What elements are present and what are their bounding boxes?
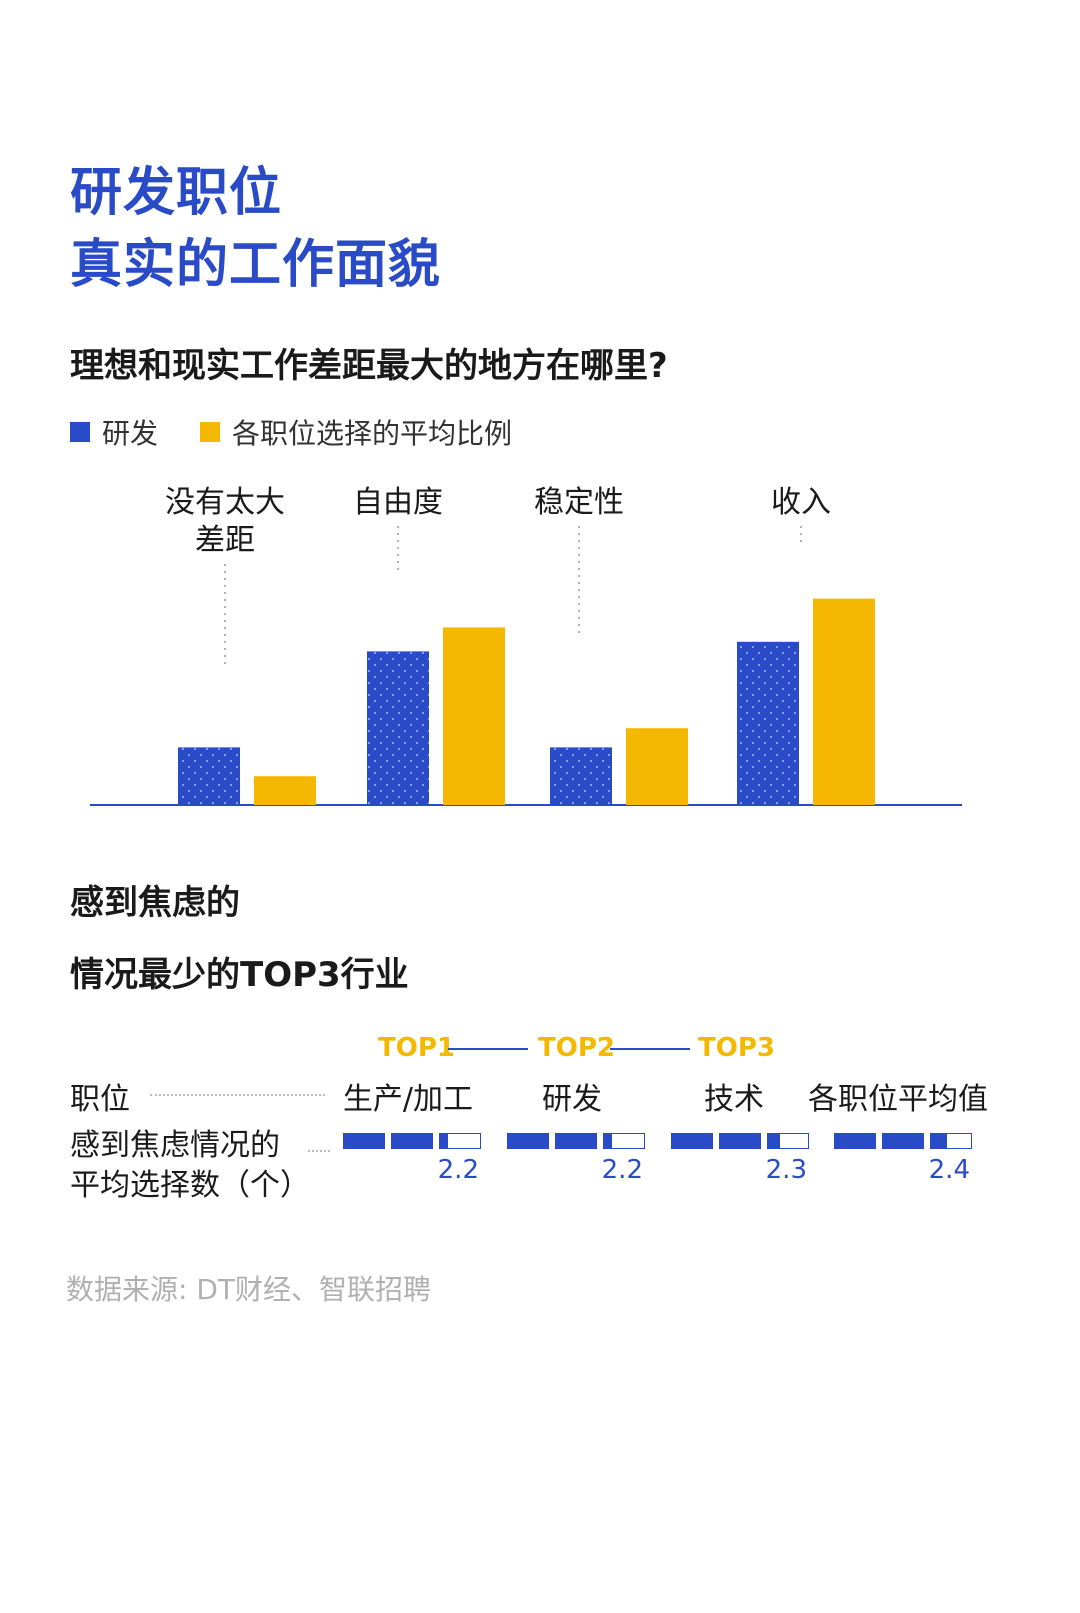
bar-average-0 (254, 776, 316, 805)
row2-leader-dots (308, 1150, 330, 1152)
value-block-fill (835, 1134, 875, 1148)
top1-label: TOP1 (378, 1033, 455, 1063)
value-block (603, 1133, 645, 1149)
value-block-fill (604, 1134, 612, 1148)
value-block-fill (344, 1134, 384, 1148)
value-block (391, 1133, 433, 1149)
legend-item-average: 各职位选择的平均比例 (200, 412, 512, 452)
category-label-0: 没有太大差距 (165, 485, 285, 558)
top-connector-2 (610, 1048, 690, 1050)
data-source: 数据来源: DT财经、智联招聘 (66, 1273, 431, 1306)
category-label-3: 收入 (771, 485, 831, 520)
value-block-fill (556, 1134, 596, 1148)
value-blocks (343, 1133, 483, 1149)
col-head-rd: 研发 (542, 1082, 602, 1117)
value-block-fill (768, 1134, 780, 1148)
value-rd: 2.2 (601, 1155, 643, 1185)
value-production: 2.2 (437, 1155, 479, 1185)
value-block (555, 1133, 597, 1149)
top2-label: TOP2 (538, 1033, 615, 1063)
bar-rd-3 (737, 641, 799, 805)
chart-title: 理想和现实工作差距最大的地方在哪里? (70, 346, 668, 386)
value-block (882, 1133, 924, 1149)
value-blocks (671, 1133, 811, 1149)
row-label-anxiety-line2: 平均选择数（个） (70, 1168, 310, 1203)
category-label-2: 稳定性 (534, 485, 624, 520)
legend-label-rd: 研发 (102, 417, 159, 450)
legend-label-average: 各职位选择的平均比例 (232, 417, 513, 450)
section-title-line2: 情况最少的TOP3行业 (70, 955, 409, 995)
legend-swatch-blue (70, 422, 90, 442)
cell-rd: 2.2 (507, 1133, 647, 1185)
page-title-line1: 研发职位 (70, 163, 283, 223)
page-title-line2: 真实的工作面貌 (70, 235, 442, 295)
legend-swatch-yellow (200, 422, 221, 442)
bar-average-2 (626, 728, 688, 805)
chart-legend: 研发 各职位选择的平均比例 (70, 412, 554, 452)
cell-average: 2.4 (834, 1133, 974, 1185)
value-block-fill (931, 1134, 947, 1148)
value-block (930, 1133, 972, 1149)
top-connector-1 (448, 1048, 528, 1050)
value-block-fill (720, 1134, 760, 1148)
bar-average-1 (443, 627, 505, 805)
value-block (767, 1133, 809, 1149)
cell-production: 2.2 (343, 1133, 483, 1185)
cell-tech: 2.3 (671, 1133, 811, 1185)
bar-chart: 没有太大差距 自由度 稳定性 收入 (90, 485, 962, 806)
bar-rd-0 (178, 747, 240, 805)
top3-label: TOP3 (698, 1033, 775, 1063)
value-block (343, 1133, 385, 1149)
value-block (719, 1133, 761, 1149)
section-title-line1: 感到焦虑的 (70, 883, 240, 923)
value-blocks (507, 1133, 647, 1149)
value-block (439, 1133, 481, 1149)
category-label-1: 自由度 (353, 485, 443, 520)
bar-rd-1 (367, 651, 429, 805)
value-block (834, 1133, 876, 1149)
legend-item-rd: 研发 (70, 412, 158, 452)
value-average: 2.4 (928, 1155, 970, 1185)
row-label-anxiety-line1: 感到焦虑情况的 (70, 1128, 280, 1163)
value-block-fill (508, 1134, 548, 1148)
value-block (507, 1133, 549, 1149)
col-head-average: 各职位平均值 (808, 1082, 988, 1117)
value-tech: 2.3 (765, 1155, 807, 1185)
row1-leader-dots (150, 1094, 325, 1096)
col-head-production: 生产/加工 (342, 1082, 474, 1117)
bar-rd-2 (550, 747, 612, 805)
value-blocks (834, 1133, 974, 1149)
col-head-tech: 技术 (704, 1082, 764, 1117)
row-label-position: 职位 (70, 1082, 130, 1117)
value-block-fill (392, 1134, 432, 1148)
bar-average-3 (813, 598, 875, 805)
value-block-fill (672, 1134, 712, 1148)
value-block-fill (883, 1134, 923, 1148)
value-block-fill (440, 1134, 448, 1148)
value-block (671, 1133, 713, 1149)
